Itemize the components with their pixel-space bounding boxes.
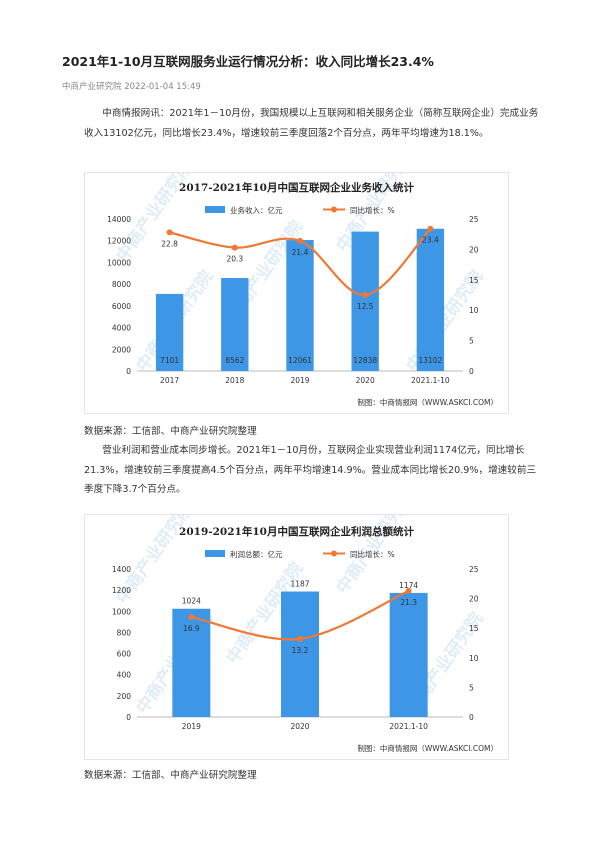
bar-2018 <box>221 278 249 371</box>
data-source-note: 数据来源：工信部、中商产业研究院整理 <box>84 770 257 781</box>
y-right-tick-label: 25 <box>469 565 479 574</box>
legend-bar-label: 利润总额：亿元 <box>230 549 283 559</box>
bar-value-label: 1187 <box>290 580 309 589</box>
data-source-note: 数据来源：工信部、中商产业研究院整理 <box>84 426 257 437</box>
y-right-tick-label: 0 <box>469 713 474 722</box>
bar-value-label: 12061 <box>288 356 312 365</box>
bar-value-label: 8562 <box>225 356 244 365</box>
legend-bar-swatch <box>205 206 225 213</box>
paragraph-revenue: 中商情报网讯：2021年1－10月份，我国规模以上互联网和相关服务企业（简称互联… <box>84 108 539 139</box>
y-right-tick-label: 10 <box>469 654 479 663</box>
y-left-tick-label: 10000 <box>107 258 131 267</box>
y-left-tick-label: 1000 <box>112 607 131 616</box>
y-left-tick-label: 800 <box>117 628 132 637</box>
growth-rate-point <box>231 244 238 251</box>
bar-value-label: 13102 <box>418 356 442 365</box>
growth-rate-label: 21.3 <box>400 598 417 607</box>
y-left-tick-label: 600 <box>117 650 132 659</box>
y-left-tick-label: 14000 <box>107 215 131 224</box>
y-left-tick-label: 1200 <box>112 586 131 595</box>
y-left-tick-label: 4000 <box>112 324 131 333</box>
legend-line-label: 同比增长：% <box>350 205 395 215</box>
x-tick-label: 2021.1-10 <box>389 722 428 731</box>
legend-bar-label: 业务收入：亿元 <box>230 205 283 215</box>
growth-rate-point <box>427 225 434 232</box>
x-tick-label: 2019 <box>182 722 201 731</box>
bar-value-label: 7101 <box>160 356 179 365</box>
y-right-tick-label: 20 <box>469 245 479 254</box>
bar-2021.1-10 <box>389 592 428 717</box>
bar-value-label: 12838 <box>353 356 377 365</box>
y-right-tick-label: 5 <box>469 337 474 346</box>
x-tick-label: 2021.1-10 <box>411 376 450 385</box>
legend-line-marker <box>331 206 337 213</box>
legend-bar-swatch <box>205 550 225 557</box>
revenue-chart-svg: 中商产业研究院中商产业研究院中商产业研究院中商产业研究院中商产业研究院2017-… <box>107 173 498 407</box>
y-right-tick-label: 25 <box>469 215 479 224</box>
y-right-tick-label: 5 <box>469 683 474 692</box>
y-left-tick-label: 200 <box>117 692 132 701</box>
growth-rate-point <box>362 292 369 298</box>
paragraph-profit: 营业利润和营业成本同步增长。2021年1－10月份，互联网企业实现营业利润117… <box>84 445 537 495</box>
bar-2020 <box>281 591 319 717</box>
article-meta: 中商产业研究院 2022-01-04 15:49 <box>62 82 201 92</box>
growth-rate-point <box>405 587 412 594</box>
growth-rate-label: 12.5 <box>357 302 374 311</box>
y-left-tick-label: 1400 <box>112 565 131 574</box>
growth-rate-label: 20.3 <box>226 255 243 264</box>
x-tick-label: 2019 <box>290 376 309 385</box>
bar-2019 <box>172 608 211 717</box>
x-tick-label: 2020 <box>290 722 309 731</box>
chart-credit: 制图：中商情报网（WWW.ASKCI.COM） <box>357 397 498 407</box>
bar-2019 <box>286 240 314 371</box>
growth-rate-label: 21.4 <box>292 248 309 257</box>
profit-chart-svg: 中商产业研究院中商产业研究院中商产业研究院中商产业研究院中商产业研究院2019-… <box>112 515 498 753</box>
y-left-tick-label: 6000 <box>112 302 131 311</box>
y-right-tick-label: 10 <box>469 306 479 315</box>
y-left-tick-label: 0 <box>126 713 131 722</box>
growth-rate-label: 13.2 <box>292 646 309 655</box>
y-left-tick-label: 0 <box>126 367 131 376</box>
profit-chart: 中商产业研究院中商产业研究院中商产业研究院中商产业研究院中商产业研究院2019-… <box>84 514 509 760</box>
bar-2017 <box>155 293 184 371</box>
legend-line-marker <box>331 550 337 557</box>
y-left-tick-label: 2000 <box>112 345 131 354</box>
bar-value-label: 1174 <box>399 581 418 590</box>
revenue-chart: 中商产业研究院中商产业研究院中商产业研究院中商产业研究院中商产业研究院2017-… <box>84 172 509 414</box>
growth-rate-label: 23.4 <box>422 236 439 245</box>
chart-credit: 制图：中商情报网（WWW.ASKCI.COM） <box>357 743 498 753</box>
y-right-tick-label: 15 <box>469 624 479 633</box>
x-tick-label: 2020 <box>356 376 375 385</box>
growth-rate-label: 16.9 <box>183 624 200 633</box>
x-tick-label: 2017 <box>160 376 179 385</box>
bar-2020 <box>351 231 379 371</box>
article-title: 2021年1-10月互联网服务业运行情况分析：收入同比增长23.4% <box>62 54 434 69</box>
growth-rate-label: 22.8 <box>161 239 178 248</box>
y-right-tick-label: 20 <box>469 595 479 604</box>
chart-title: 2019-2021年10月中国互联网企业利润总额统计 <box>179 525 414 538</box>
y-left-tick-label: 8000 <box>112 280 131 289</box>
legend-line-label: 同比增长：% <box>350 549 395 559</box>
growth-rate-point <box>166 229 173 236</box>
growth-rate-point <box>297 635 303 642</box>
chart-title: 2017-2021年10月中国互联网企业业务收入统计 <box>179 181 414 194</box>
x-tick-label: 2018 <box>225 376 244 385</box>
y-right-tick-label: 0 <box>469 367 474 376</box>
growth-rate-point <box>188 613 195 620</box>
growth-rate-point <box>297 237 303 244</box>
bar-2021.1-10 <box>416 228 445 371</box>
y-right-tick-label: 15 <box>469 276 479 285</box>
bar-value-label: 1024 <box>182 597 201 606</box>
y-left-tick-label: 12000 <box>107 237 131 246</box>
y-left-tick-label: 400 <box>117 671 132 680</box>
